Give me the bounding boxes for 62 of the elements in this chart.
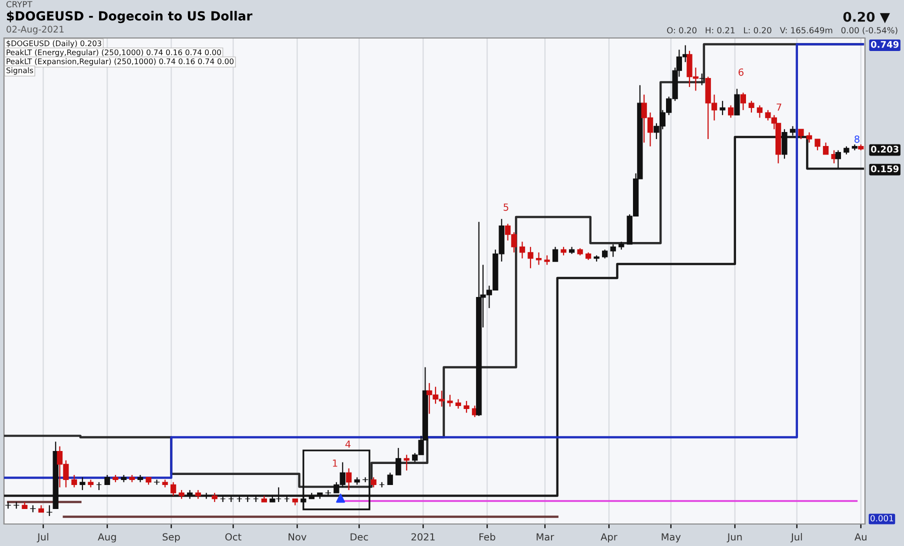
candlestick [464, 400, 470, 414]
x-tick-label: Jun [726, 533, 742, 542]
x-tick-label: Au [854, 533, 866, 541]
candlestick [104, 474, 110, 486]
candlestick [528, 246, 534, 269]
x-tick-label: Dec [350, 533, 368, 541]
x-tick-label: Sep [162, 533, 180, 542]
candlestick [396, 447, 402, 476]
candlestick [699, 73, 705, 86]
y-tick-label: 0.159 [870, 165, 899, 172]
candlestick [720, 100, 726, 116]
x-tick-label: 2021 [411, 533, 435, 541]
x-tick-label: Jul [36, 533, 48, 542]
candlestick [728, 104, 734, 118]
candlestick [346, 468, 352, 491]
chart-title: $DOGEUSD - Dogecoin to US Dollar [6, 10, 252, 24]
annotation: 1 [332, 460, 338, 467]
candlestick [734, 88, 740, 116]
x-tick-label: May [662, 533, 681, 542]
candlestick [370, 476, 376, 488]
annotation: 8 [854, 135, 860, 143]
candlestick [536, 252, 542, 266]
candlestick [212, 492, 218, 503]
annotation: 7 [776, 104, 782, 111]
candlestick [447, 394, 453, 408]
candlestick [798, 128, 804, 140]
y-tick-label: 0.749 [870, 41, 899, 48]
candlestick [814, 138, 820, 151]
annotation: 4 [345, 440, 351, 448]
x-tick-label: Oct [225, 533, 242, 541]
x-tick-label: Nov [288, 533, 306, 541]
text: CRYPT [6, 1, 32, 8]
candlestick [71, 474, 78, 488]
candlestick [170, 482, 176, 496]
candlestick [610, 244, 616, 258]
text: 0.20 ▼ [843, 12, 890, 24]
candlestick [806, 132, 812, 144]
candlestick [748, 100, 754, 114]
candlestick [544, 254, 550, 266]
chart-subtitle: 02-Aug-2021 [6, 26, 64, 34]
x-tick-label: Aug [98, 533, 116, 542]
candlestick [519, 241, 526, 259]
annotation: 5 [504, 204, 508, 211]
candlestick [80, 476, 86, 491]
candlestick [387, 472, 393, 486]
candlestick [835, 150, 841, 169]
candlestick [46, 504, 52, 517]
candlestick [154, 479, 160, 486]
x-tick-label: Apr [600, 533, 618, 542]
candlestick [740, 92, 746, 111]
annotation: 6 [738, 68, 744, 76]
candlestick [552, 246, 558, 262]
candlestick [822, 142, 829, 155]
x-tick-label: Jul [790, 533, 802, 542]
text: O: 0.20 H: 0.21 L: 0.20 V: 165.649m 0.00 (-0.54%) [667, 26, 898, 34]
y-tick-label: 0.203 [870, 146, 898, 153]
candlestick [756, 104, 763, 118]
text: 0.001 [870, 515, 894, 522]
candlestick [404, 454, 410, 472]
x-tick-label: Feb [480, 533, 496, 541]
candlestick [455, 398, 462, 410]
x-tick-label: Mar [536, 533, 554, 541]
